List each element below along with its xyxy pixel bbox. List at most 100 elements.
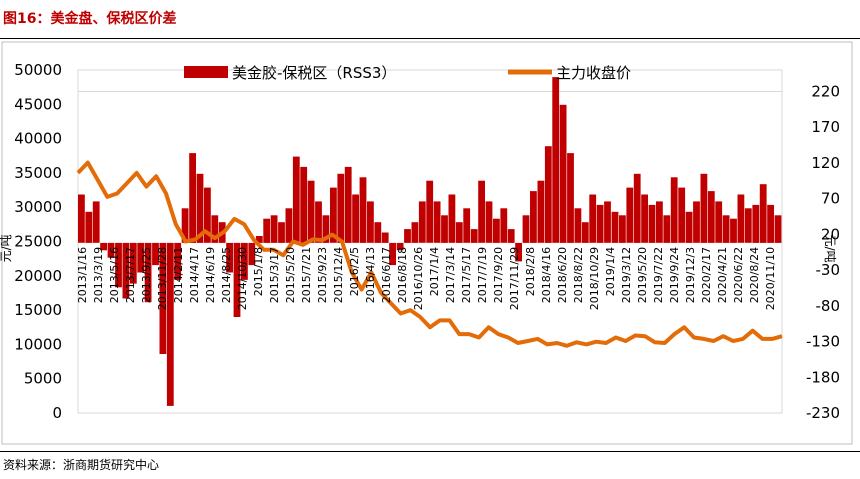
figure-title: 图16：美金盘、保税区价差	[3, 11, 177, 27]
x-tick-label: 2016/6/17	[380, 247, 393, 303]
right-tick-label: 70	[821, 190, 840, 208]
x-tick-label: 2013/5/16	[108, 247, 121, 303]
bar	[337, 173, 345, 243]
bar	[152, 242, 159, 266]
bar	[322, 215, 330, 243]
x-tick-label: 2014/6/19	[204, 247, 217, 303]
left-tick-label: 0	[52, 404, 62, 422]
bar	[330, 187, 337, 243]
x-tick-label: 2015/1/8	[252, 247, 265, 296]
left-tick-label: 15000	[14, 301, 62, 319]
bar	[426, 180, 434, 243]
bar	[100, 242, 107, 251]
bar	[478, 180, 485, 243]
x-tick-label: 2015/12/4	[332, 247, 345, 303]
bar	[589, 194, 597, 243]
x-tick-label: 2014/4/17	[188, 247, 201, 303]
right-tick-label: -230	[806, 404, 840, 422]
source-note: 资料来源：浙商期货研究中心	[3, 458, 160, 472]
bar	[715, 201, 723, 243]
x-tick-label: 2014/2/11	[172, 247, 185, 303]
bar	[567, 153, 574, 243]
x-tick-label: 2020/6/22	[732, 247, 745, 303]
bar	[352, 194, 359, 243]
x-tick-label: 2013/1/16	[76, 247, 89, 303]
bar	[255, 236, 263, 243]
x-tick-label: 2020/2/17	[700, 247, 713, 303]
line-path	[76, 160, 783, 348]
x-tick-label: 2014/8/25	[220, 247, 233, 303]
left-tick-label: 40000	[14, 130, 62, 148]
bar	[129, 242, 137, 284]
bar	[344, 166, 352, 243]
line-series	[76, 160, 783, 348]
bar	[552, 77, 560, 243]
bar	[685, 211, 693, 243]
x-tick-label: 2017/1/4	[428, 247, 441, 296]
x-tick-label: 2013/11/28	[156, 247, 169, 310]
legend-swatch-bar	[184, 66, 228, 78]
right-tick-label: 120	[811, 154, 840, 172]
right-axis-label: 元/吨	[823, 235, 837, 263]
x-tick-label: 2015/3/17	[268, 247, 281, 303]
bar	[700, 173, 708, 243]
bar-series	[78, 77, 782, 406]
x-tick-label: 2016/8/18	[396, 247, 409, 303]
bar	[241, 242, 248, 280]
x-tick-label: 2013/3/19	[92, 247, 105, 303]
bar	[389, 242, 396, 266]
bar	[381, 232, 389, 243]
bar	[181, 208, 189, 243]
x-tick-label: 2020/11/10	[764, 247, 777, 310]
bar	[678, 187, 686, 243]
x-tick-label: 2019/9/24	[668, 247, 681, 303]
bar	[493, 218, 500, 243]
bar	[189, 153, 196, 243]
x-tick-label: 2018/8/22	[572, 247, 585, 303]
x-tick-label: 2017/5/17	[460, 247, 473, 303]
bar	[619, 215, 626, 243]
bar	[515, 242, 522, 262]
bar	[263, 218, 271, 243]
right-tick-label: 20	[821, 225, 840, 243]
bar	[204, 187, 211, 243]
bar	[278, 222, 285, 243]
bar	[633, 173, 641, 243]
bar	[693, 201, 700, 243]
left-tick-label: 35000	[14, 164, 62, 182]
bar	[596, 204, 604, 243]
bar	[522, 215, 530, 243]
bar	[285, 208, 293, 243]
x-tick-label: 2016/4/13	[364, 247, 377, 303]
bar	[648, 204, 656, 243]
bar	[300, 166, 308, 243]
right-tick-label: -80	[816, 297, 841, 315]
bar	[211, 215, 219, 243]
bar	[374, 222, 382, 243]
right-tick-label: 220	[811, 82, 840, 100]
bar	[581, 222, 589, 243]
bar	[292, 156, 300, 243]
bar	[544, 146, 552, 243]
right-tick-label: 170	[811, 118, 840, 136]
x-tick-label: 2019/12/3	[684, 247, 697, 303]
title-divider	[0, 38, 860, 39]
bar	[174, 242, 182, 280]
bar	[730, 218, 737, 243]
left-axis-label: 元/吨	[0, 234, 13, 262]
left-axis: 0 5000 10000 15000 20000 25000 30000 35000 40000…	[14, 61, 62, 422]
x-tick-label: 2017/11/29	[508, 247, 521, 310]
right-axis: -230 -180 -130 -80 -30 20 70 120 170 220	[806, 82, 840, 422]
bar	[530, 191, 537, 243]
bar	[270, 215, 278, 243]
bar	[78, 194, 85, 243]
bar	[122, 242, 130, 299]
left-tick-label: 30000	[14, 198, 62, 216]
bar	[107, 242, 115, 258]
source-divider	[0, 451, 860, 452]
bar	[315, 201, 322, 243]
bar	[485, 201, 493, 243]
bar	[115, 242, 122, 288]
x-tick-label: 2016/10/26	[412, 247, 425, 310]
bar	[611, 211, 619, 243]
